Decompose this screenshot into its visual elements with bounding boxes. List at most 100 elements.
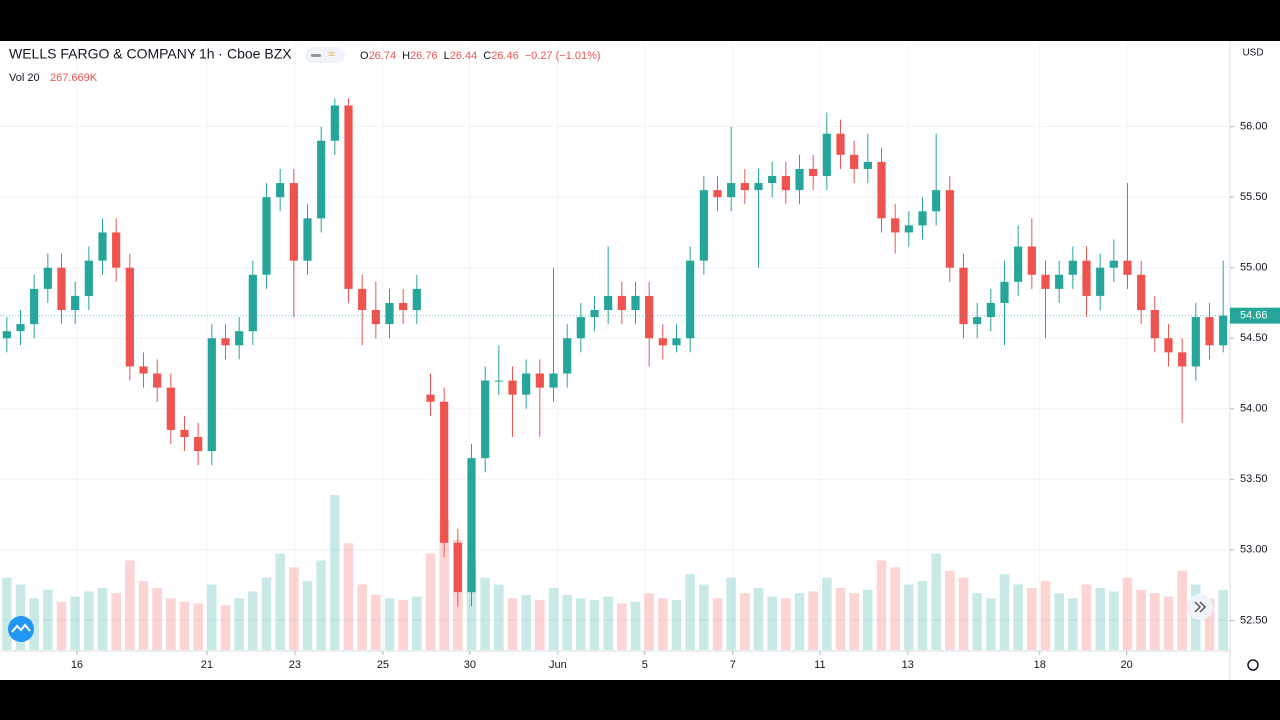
candle-body <box>371 310 380 325</box>
volume-bar <box>343 543 354 650</box>
interval: 1h <box>199 46 215 62</box>
candle-body <box>699 190 708 261</box>
candle-body <box>1014 246 1023 282</box>
volume-bar <box>671 600 682 650</box>
volume-bar <box>603 596 613 650</box>
change: −0.27 (−1.01%) <box>525 50 601 62</box>
settings-button[interactable] <box>1247 659 1259 671</box>
volume-bar <box>753 588 764 650</box>
y-tick-label: 52.50 <box>1240 614 1268 626</box>
status-pill[interactable] <box>305 47 345 63</box>
volume-bar <box>384 598 395 650</box>
volume-bar <box>439 519 449 650</box>
candle-body <box>1219 315 1228 346</box>
candle-body <box>590 310 599 318</box>
y-tick-label: 54.00 <box>1240 403 1268 415</box>
candle-body <box>535 373 544 388</box>
candle-body <box>945 190 954 268</box>
x-tick-label: 30 <box>464 659 476 671</box>
volume-bar <box>576 598 586 650</box>
volume-bar <box>261 577 272 650</box>
candle-body <box>863 161 872 169</box>
candle-body <box>1178 352 1187 367</box>
candle-body <box>617 295 626 311</box>
candle-body <box>986 302 995 318</box>
candle-body <box>221 338 230 346</box>
volume-bar <box>97 588 108 650</box>
volume-bar <box>357 584 367 650</box>
candle-body <box>43 267 52 289</box>
volume-bar <box>316 560 326 650</box>
candle-body <box>932 190 941 212</box>
volume-bar <box>890 567 900 650</box>
volume-bar <box>138 581 149 650</box>
separator: · <box>191 46 196 62</box>
volume-bar <box>507 598 518 650</box>
scroll-icon <box>1194 601 1207 613</box>
volume-bar <box>412 596 422 650</box>
candle-body <box>891 218 900 233</box>
candle-body <box>809 168 818 177</box>
ohlc-legend: O26.74 H26.76 L26.44 C26.46 −0.27 (−1.01%) <box>360 50 601 62</box>
volume-bar <box>876 560 887 650</box>
x-tick-label: 25 <box>377 659 389 671</box>
volume-bar <box>767 596 777 650</box>
candle-body <box>385 302 394 325</box>
volume-bar <box>1204 598 1215 650</box>
status-icon <box>311 54 321 57</box>
candle-body <box>713 190 722 198</box>
volume-bar <box>904 584 914 650</box>
volume-bar <box>207 584 217 650</box>
candle-body <box>1082 260 1091 296</box>
candle-body <box>508 380 517 395</box>
volume-bar <box>43 589 53 650</box>
volume-bar <box>521 594 531 650</box>
x-tick-label: 7 <box>730 659 736 671</box>
volume-bar <box>849 593 859 650</box>
volume-bar <box>972 593 982 650</box>
candle-body <box>1109 260 1118 268</box>
candle-body <box>303 218 312 261</box>
volume-bar <box>1177 570 1187 650</box>
candle-body <box>631 295 640 311</box>
candle-body <box>754 183 763 191</box>
symbol-title: WELLS FARGO & COMPANY <box>9 46 197 62</box>
volume-bar <box>658 598 668 650</box>
candle-body <box>194 436 203 452</box>
axes: 52.50 53.00 53.50 54.00 54.50 55.00 55.50 56.00… <box>0 121 1280 671</box>
candle-body <box>426 394 435 402</box>
volume-bar <box>740 593 750 650</box>
candle-body <box>1000 281 1009 303</box>
candle-body <box>1055 274 1064 289</box>
candle-body <box>1068 260 1077 275</box>
candle-body <box>344 105 353 289</box>
volume-bar <box>1122 577 1133 650</box>
x-tick-label: 16 <box>71 659 83 671</box>
candle-body <box>877 161 886 219</box>
volume-bar <box>535 600 545 650</box>
ohlc-value: 26.76 <box>410 50 438 62</box>
x-tick-label: 23 <box>289 659 301 671</box>
volume-bar <box>29 598 39 650</box>
volume-bar <box>330 495 340 650</box>
volume-bar <box>1068 598 1078 650</box>
volume-bar <box>1081 584 1092 650</box>
volume-bar <box>371 594 381 650</box>
ohlc-label: O <box>360 50 369 62</box>
x-tick-label: 20 <box>1121 659 1133 671</box>
candle-body <box>84 260 93 296</box>
currency[interactable]: USD <box>1242 48 1263 59</box>
volume-bar <box>1218 589 1228 650</box>
volume-bar <box>1013 584 1023 650</box>
candle-body <box>276 183 285 198</box>
candle-body <box>125 267 134 367</box>
volume-bar <box>808 591 818 650</box>
candle-body <box>740 183 749 191</box>
ohlc-label: H <box>402 50 410 62</box>
x-tick-label: 13 <box>902 659 914 671</box>
volume-bar <box>2 577 12 650</box>
candle-body <box>235 331 244 346</box>
volume-bar <box>70 596 80 650</box>
candle-body <box>481 380 490 459</box>
candle-body <box>795 168 804 191</box>
